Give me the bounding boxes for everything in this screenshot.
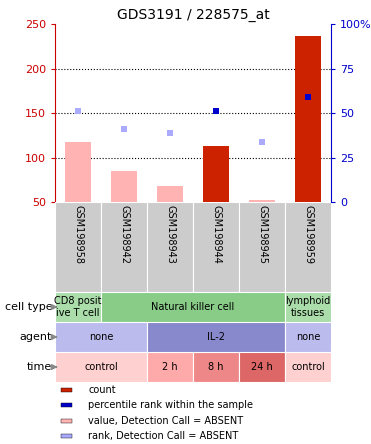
Bar xyxy=(55,352,147,382)
Text: GSM198943: GSM198943 xyxy=(165,205,175,264)
Title: GDS3191 / 228575_at: GDS3191 / 228575_at xyxy=(116,8,269,22)
Text: lymphoid
tissues: lymphoid tissues xyxy=(285,296,331,318)
Text: GSM198959: GSM198959 xyxy=(303,205,313,264)
Text: Natural killer cell: Natural killer cell xyxy=(151,302,234,312)
Bar xyxy=(55,202,101,292)
Bar xyxy=(60,434,72,438)
Bar xyxy=(285,352,331,382)
Bar xyxy=(285,202,331,292)
Text: GSM198958: GSM198958 xyxy=(73,205,83,264)
Bar xyxy=(101,202,147,292)
Bar xyxy=(157,186,183,202)
Bar xyxy=(55,292,101,322)
Text: control: control xyxy=(291,362,325,372)
Bar xyxy=(111,171,137,202)
Bar xyxy=(60,419,72,423)
Bar xyxy=(147,352,193,382)
Text: none: none xyxy=(296,332,320,342)
Text: count: count xyxy=(88,385,116,395)
Bar xyxy=(285,322,331,352)
Bar xyxy=(193,352,239,382)
Text: CD8 posit
ive T cell: CD8 posit ive T cell xyxy=(54,296,102,318)
Bar xyxy=(65,142,91,202)
Text: agent: agent xyxy=(20,332,52,342)
Text: value, Detection Call = ABSENT: value, Detection Call = ABSENT xyxy=(88,416,243,426)
Text: 24 h: 24 h xyxy=(251,362,273,372)
Bar xyxy=(55,322,147,352)
Bar xyxy=(239,202,285,292)
Bar xyxy=(249,200,275,202)
Bar xyxy=(101,292,285,322)
Text: GSM198945: GSM198945 xyxy=(257,205,267,264)
Text: GSM198944: GSM198944 xyxy=(211,205,221,264)
Text: rank, Detection Call = ABSENT: rank, Detection Call = ABSENT xyxy=(88,431,239,441)
Bar xyxy=(285,292,331,322)
Text: cell type: cell type xyxy=(4,302,52,312)
Text: 8 h: 8 h xyxy=(208,362,224,372)
Bar xyxy=(239,352,285,382)
Bar xyxy=(60,404,72,407)
Bar xyxy=(60,388,72,392)
Bar xyxy=(147,322,285,352)
Text: control: control xyxy=(84,362,118,372)
Text: none: none xyxy=(89,332,113,342)
Bar xyxy=(193,202,239,292)
Bar xyxy=(203,146,229,202)
Text: percentile rank within the sample: percentile rank within the sample xyxy=(88,400,253,410)
Text: time: time xyxy=(27,362,52,372)
Bar xyxy=(147,202,193,292)
Text: GSM198942: GSM198942 xyxy=(119,205,129,264)
Text: IL-2: IL-2 xyxy=(207,332,225,342)
Bar xyxy=(295,36,321,202)
Text: 2 h: 2 h xyxy=(162,362,178,372)
